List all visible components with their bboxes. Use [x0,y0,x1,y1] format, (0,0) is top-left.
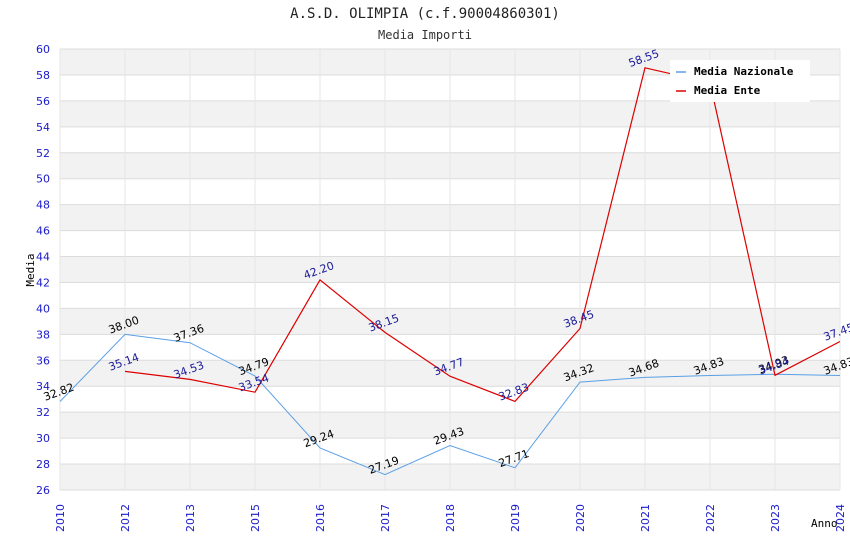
x-tick-label: 2015 [249,504,262,532]
x-tick-label: 2016 [314,504,327,532]
y-tick-label: 36 [36,354,50,367]
x-tick-label: 2020 [574,504,587,532]
x-tick-label: 2023 [769,504,782,532]
y-tick-label: 58 [36,69,50,82]
y-axis-label: Media [24,253,37,286]
series-line-ente [124,67,841,403]
series-line-nazionale [59,333,841,476]
y-tick-label: 30 [36,432,50,445]
y-tick-label: 40 [36,302,50,315]
y-tick-label: 38 [36,328,50,341]
x-axis-label: Anno [811,517,838,530]
y-tick-label: 34 [36,380,50,393]
legend: Media Nazionale Media Ente [670,60,810,102]
chart-subtitle: Media Importi [378,28,472,42]
x-tick-label: 2018 [444,504,457,532]
x-tick-label: 2010 [54,504,67,532]
legend-box [670,60,810,102]
x-axis-ticks: 2010 2012 2013 2015 2016 2017 2018 2019 2020 2021… [54,504,847,532]
x-tick-label: 2017 [379,504,392,532]
y-axis-ticks: 26 28 30 32 34 36 38 40 42 44 46 48 50 52 54 56 58 60 [36,43,50,497]
x-tick-label: 2012 [119,504,132,532]
y-tick-label: 60 [36,43,50,56]
y-tick-label: 28 [36,458,50,471]
y-tick-label: 26 [36,484,50,497]
chart-title: A.S.D. OLIMPIA (c.f.90004860301) [290,6,560,22]
y-tick-label: 54 [36,121,50,134]
x-tick-label: 2022 [704,504,717,532]
x-tick-label: 2019 [509,504,522,532]
x-tick-label: 2013 [184,504,197,532]
y-tick-label: 50 [36,173,50,186]
y-tick-label: 44 [36,251,50,264]
series-lines [59,67,841,476]
legend-label-nazionale: Media Nazionale [694,65,794,78]
y-tick-label: 56 [36,95,50,108]
y-tick-label: 52 [36,147,50,160]
y-tick-label: 48 [36,199,50,212]
x-tick-label: 2024 [834,504,847,532]
grid-bands [59,48,841,491]
y-tick-label: 46 [36,225,50,238]
y-tick-label: 32 [36,406,50,419]
legend-label-ente: Media Ente [694,84,761,97]
y-tick-label: 42 [36,276,50,289]
x-tick-label: 2021 [639,504,652,532]
